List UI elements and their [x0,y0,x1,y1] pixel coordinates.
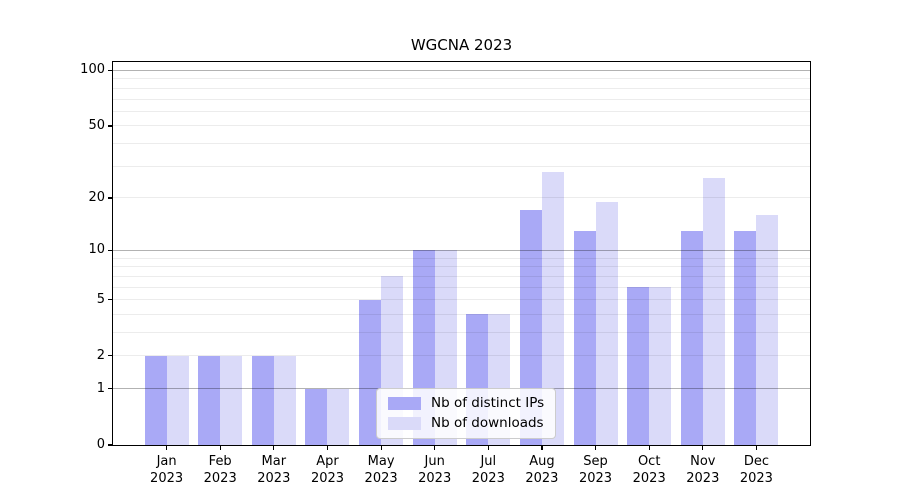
gridline-minor [113,299,810,301]
x-tick-label: May 2023 [364,454,398,486]
y-tick-mark [108,125,113,127]
bar-downloads [220,355,243,445]
x-tick-label: Nov 2023 [686,454,720,486]
x-tick-label: Dec 2023 [739,454,773,486]
x-tick-label: Jul 2023 [471,454,505,486]
bar-downloads [756,215,779,445]
y-tick-mark [108,69,113,72]
bar-distinct-ips [734,230,757,445]
gridline-minor [113,87,810,89]
x-tick-label: Apr 2023 [310,454,345,486]
y-tick-label: 1 [96,380,105,396]
y-tick-label: 0 [96,437,105,452]
x-tick-mark [326,446,329,450]
y-tick-mark [108,388,113,390]
bar-distinct-ips [359,299,382,445]
legend: Nb of distinct IPs Nb of downloads [376,388,557,439]
y-tick-mark [108,197,113,199]
x-tick-label: Sep 2023 [578,454,613,486]
gridline-minor [113,257,810,259]
chart-title: WGCNA 2023 [410,36,513,54]
legend-item-downloads: Nb of downloads [388,415,544,431]
bar-distinct-ips [305,388,328,445]
bar-downloads [273,355,296,445]
plot-area: Nb of distinct IPs Nb of downloads [112,61,811,446]
x-tick-label: Mar 2023 [257,454,291,486]
y-tick-label: 100 [80,62,105,78]
y-tick-label: 50 [88,117,105,133]
x-tick-mark [434,446,436,450]
gridline-minor [113,286,810,288]
x-tick-mark [755,446,758,450]
x-tick-mark [273,446,275,450]
y-tick-mark [108,355,113,357]
y-tick-mark [108,299,113,301]
gridline-minor [113,78,810,80]
y-tick-label: 10 [88,242,105,258]
bar-distinct-ips [198,355,221,445]
legend-label-downloads: Nb of downloads [431,415,544,431]
y-tick-mark [108,444,113,446]
gridline-major [113,249,810,251]
gridline-minor [113,355,810,357]
gridline-minor [113,266,810,268]
gridline-minor [113,332,810,333]
x-tick-label: Jan 2023 [150,454,184,486]
y-tick-label: 5 [96,291,105,307]
bar-downloads [702,177,725,445]
y-tick-mark [108,249,113,252]
gridline-minor [113,313,810,315]
x-tick-mark [380,446,382,450]
gridline-major [113,69,810,71]
gridline-minor [113,98,810,100]
x-tick-mark [166,446,168,450]
legend-item-distinct-ips: Nb of distinct IPs [388,395,544,411]
x-tick-mark [702,446,704,450]
bar-downloads [649,287,672,445]
gridline-minor [113,143,810,145]
x-tick-mark [541,446,543,450]
x-tick-mark [594,446,597,450]
x-tick-label: Feb 2023 [203,454,237,486]
bar-downloads [541,171,564,445]
bar-downloads [595,201,618,445]
bar-distinct-ips [627,287,650,445]
gridline-minor [113,110,810,112]
x-tick-mark [487,446,489,450]
legend-label-distinct-ips: Nb of distinct IPs [431,395,545,411]
bar-distinct-ips [573,230,596,445]
x-tick-label: Aug 2023 [525,454,559,486]
bar-distinct-ips [144,355,167,445]
gridline-minor [113,125,810,127]
bar-distinct-ips [680,230,703,445]
legend-swatch-downloads [388,416,421,430]
legend-swatch-distinct-ips [388,396,421,410]
y-tick-label: 2 [96,347,105,363]
gridline-minor [113,165,810,167]
gridline-minor [113,197,810,199]
gridline-minor [113,275,810,277]
x-tick-label: Oct 2023 [632,454,666,486]
x-tick-label: Jun 2023 [418,454,452,486]
bar-downloads [166,355,189,445]
bar-downloads [327,388,350,445]
x-tick-mark [219,446,221,450]
x-tick-mark [648,446,650,450]
y-tick-label: 20 [88,189,105,205]
bar-distinct-ips [251,355,274,445]
gridlines-layer [113,62,810,445]
bar-distinct-ips [519,210,542,445]
